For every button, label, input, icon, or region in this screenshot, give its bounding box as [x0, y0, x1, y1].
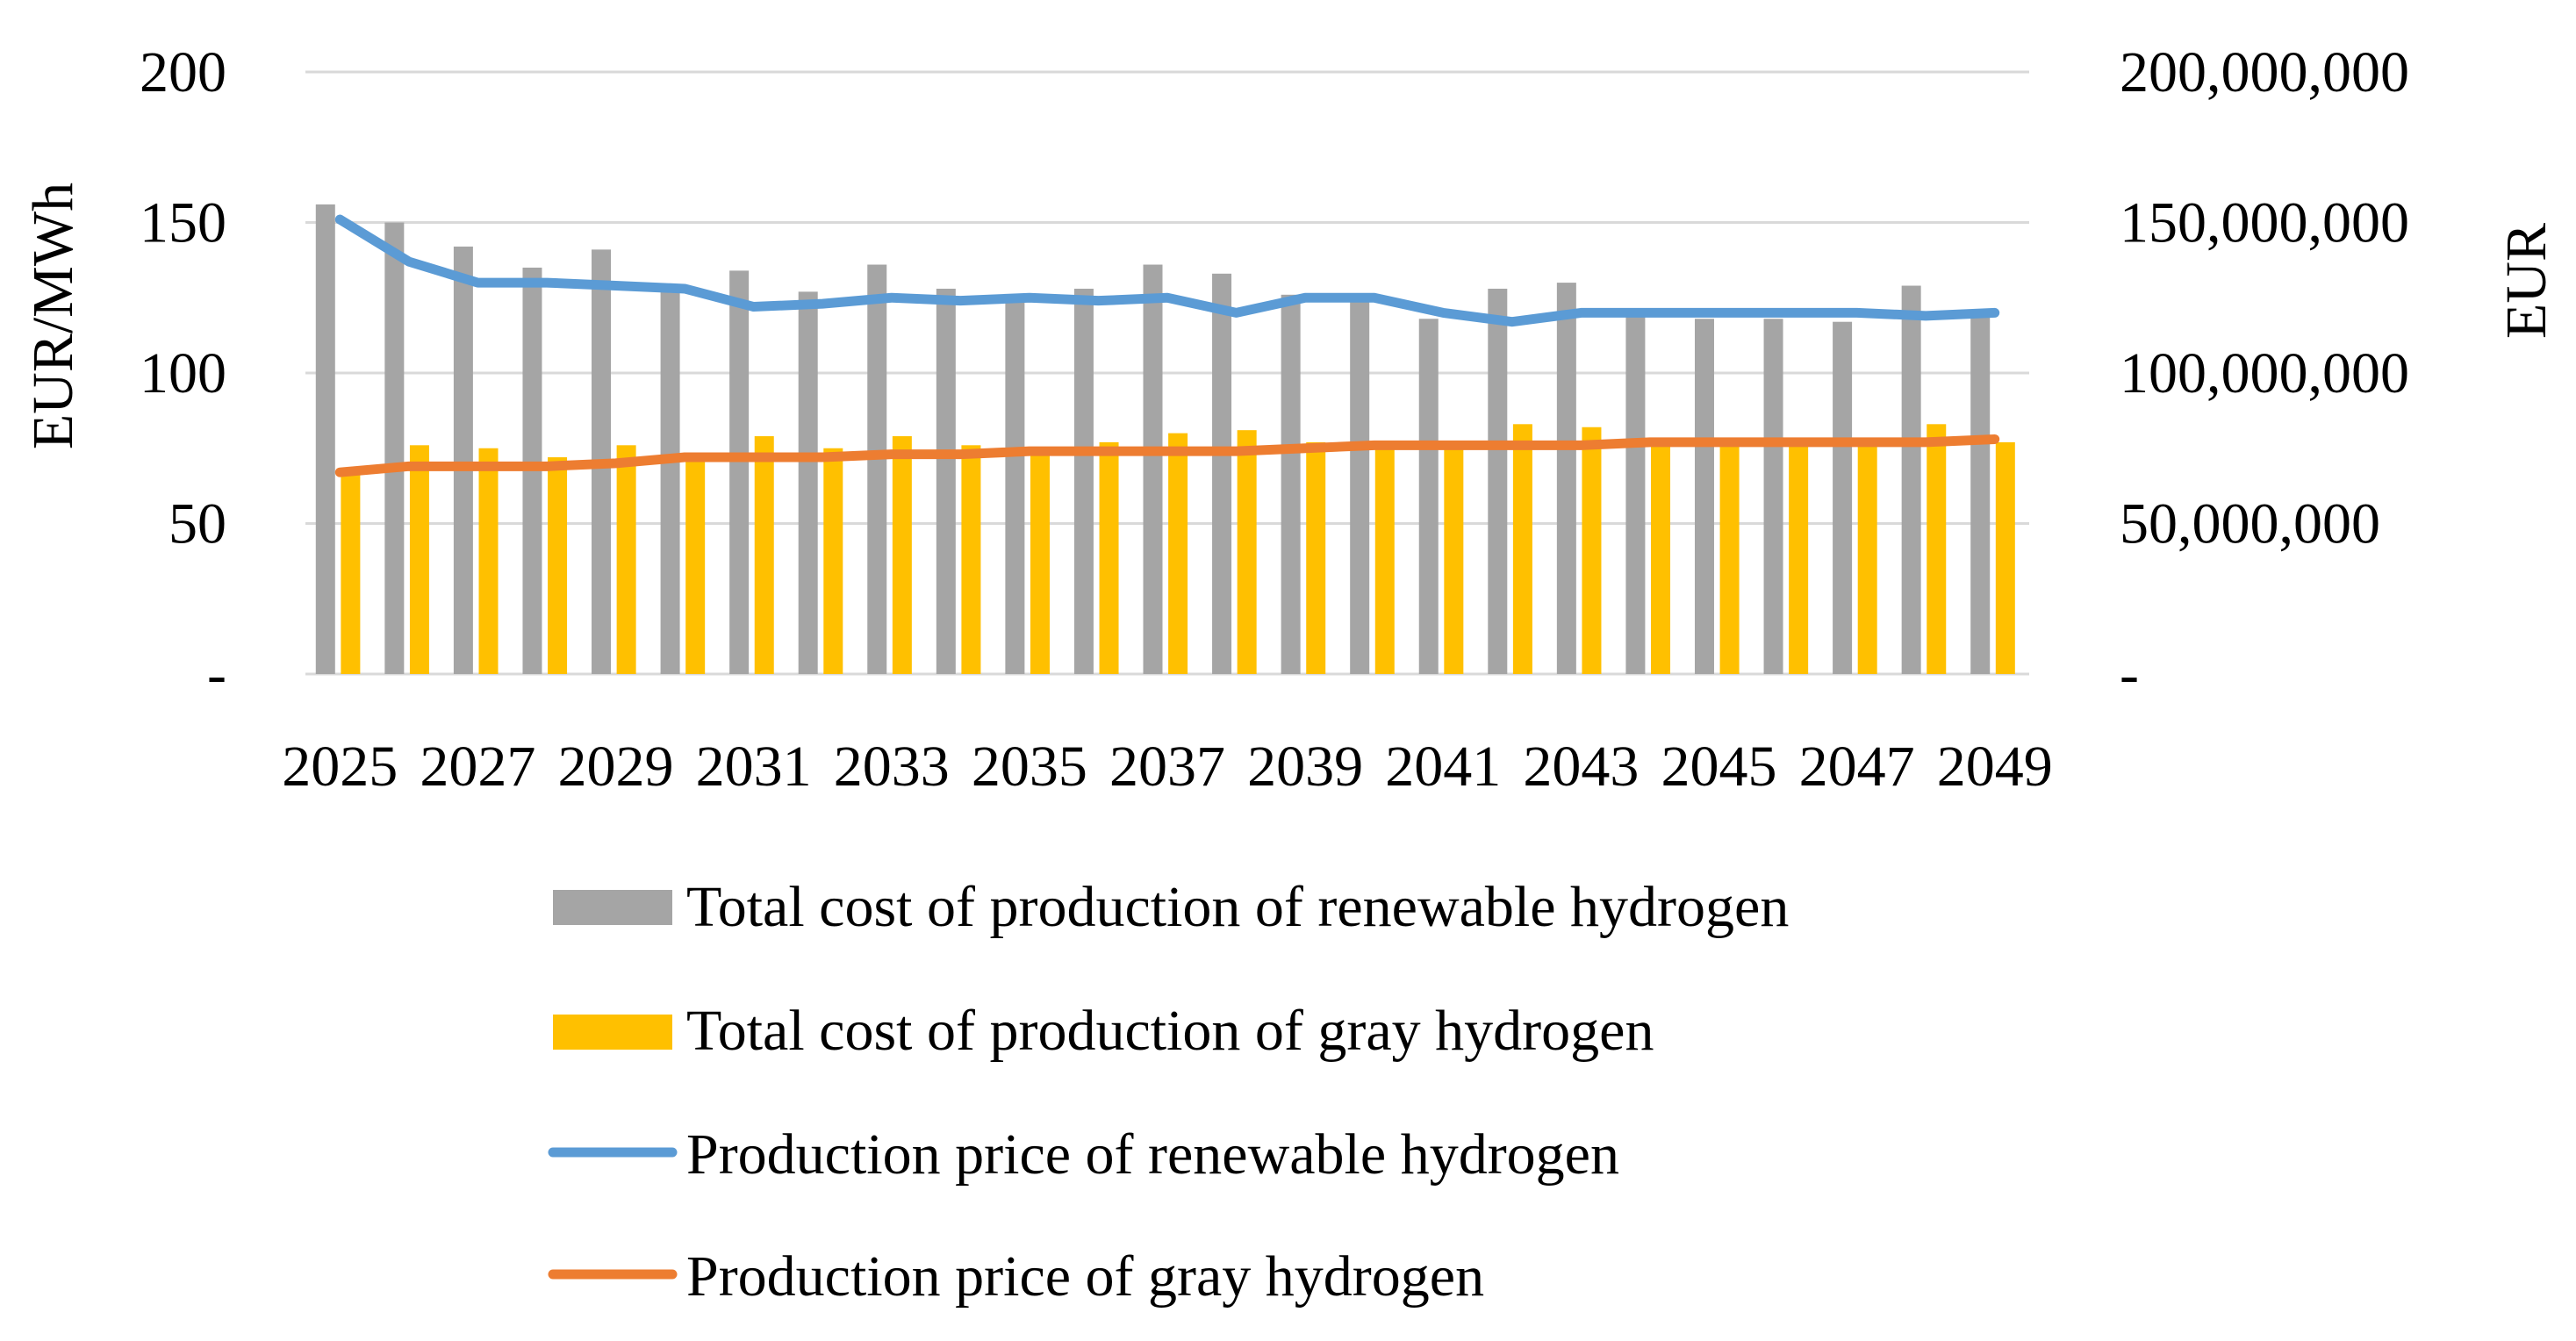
bar-gray-total-cost	[1789, 441, 1809, 674]
bar-gray-total-cost	[1651, 441, 1671, 674]
bar-gray-total-cost	[548, 457, 568, 674]
bar-renewable-total-cost	[1763, 319, 1783, 674]
bar-renewable-total-cost	[729, 270, 750, 674]
bar-renewable-total-cost	[1143, 264, 1163, 674]
bar-gray-total-cost	[1168, 433, 1188, 674]
bar-renewable-total-cost	[660, 285, 680, 674]
line-gray-price	[334, 434, 2000, 477]
legend-swatch-gray-total-cost	[553, 1015, 672, 1050]
bar-gray-total-cost	[1030, 451, 1050, 674]
left-axis-tick-label: 200	[140, 40, 226, 104]
right-axis-tick-label: 150,000,000	[2120, 191, 2409, 255]
bar-renewable-total-cost	[1073, 288, 1094, 674]
bar-renewable-total-cost	[1212, 273, 1232, 674]
bar-gray-total-cost	[892, 436, 912, 674]
bar-renewable-total-cost	[453, 246, 473, 674]
bar-renewable-total-cost	[1350, 300, 1370, 674]
bar-gray-total-cost	[1374, 445, 1395, 674]
bar-renewable-total-cost	[384, 222, 405, 674]
line-renewable-price	[334, 214, 2000, 327]
bar-renewable-total-cost	[1005, 298, 1025, 674]
bar-renewable-total-cost	[867, 264, 887, 674]
right-axis-title: EUR	[2494, 223, 2558, 339]
x-axis-tick-label: 2027	[420, 735, 535, 799]
bar-gray-total-cost	[754, 436, 774, 674]
bar-gray-total-cost	[1444, 445, 1464, 674]
left-axis-tick-label: -	[207, 642, 226, 706]
bar-gray-total-cost	[1719, 441, 1740, 674]
bar-gray-total-cost	[1237, 430, 1257, 674]
bar-gray-total-cost	[1582, 427, 1602, 674]
legend-label-renewable-price: Production price of renewable hydrogen	[686, 1122, 1619, 1187]
legend-label-gray-total-cost: Total cost of production of gray hydroge…	[686, 999, 1654, 1063]
left-axis-tick-label: 150	[140, 191, 226, 255]
left-axis-title: EUR/MWh	[21, 183, 85, 449]
left-axis-tick-label: 50	[169, 492, 226, 556]
right-axis-tick-label: 50,000,000	[2120, 492, 2380, 556]
right-axis-tick-label: -	[2120, 642, 2139, 706]
x-axis-tick-label: 2047	[1799, 735, 1915, 799]
x-axis-tick-label: 2031	[696, 735, 812, 799]
right-axis-tick-label: 200,000,000	[2120, 40, 2409, 104]
bar-gray-total-cost	[1857, 441, 1877, 674]
bar-gray-total-cost	[1512, 424, 1532, 674]
x-axis-tick-label: 2039	[1247, 735, 1363, 799]
legend-swatch-renewable-total-cost	[553, 890, 672, 925]
bar-renewable-total-cost	[1625, 312, 1646, 674]
axes: - - 50 50,000,000 100 100,000,000 150 150,000,0…	[140, 40, 2409, 799]
bar-renewable-total-cost	[1488, 288, 1508, 674]
bars	[315, 204, 2015, 675]
bar-gray-total-cost	[478, 448, 499, 674]
x-axis-tick-label: 2049	[1937, 735, 2053, 799]
bar-renewable-total-cost	[1970, 315, 1991, 674]
x-axis-tick-label: 2041	[1385, 735, 1501, 799]
bar-gray-total-cost	[961, 445, 981, 674]
bar-renewable-total-cost	[1694, 319, 1714, 674]
bar-renewable-total-cost	[1833, 321, 1853, 674]
x-axis-tick-label: 2025	[282, 735, 398, 799]
bar-gray-total-cost	[1927, 424, 1947, 674]
legend-label-gray-price: Production price of gray hydrogen	[686, 1244, 1484, 1309]
x-axis-tick-label: 2043	[1523, 735, 1639, 799]
bar-renewable-total-cost	[1901, 285, 1921, 674]
bar-renewable-total-cost	[1281, 294, 1301, 674]
x-axis-tick-label: 2037	[1109, 735, 1225, 799]
bar-renewable-total-cost	[798, 291, 818, 674]
bar-gray-total-cost	[1306, 441, 1326, 674]
bar-gray-total-cost	[1995, 441, 2015, 674]
bar-gray-total-cost	[341, 469, 361, 674]
bar-renewable-total-cost	[1556, 283, 1576, 674]
x-axis-tick-label: 2033	[834, 735, 950, 799]
bar-renewable-total-cost	[1418, 319, 1439, 674]
lines	[334, 214, 2000, 477]
legend-label-renewable-total-cost: Total cost of production of renewable hy…	[686, 875, 1789, 939]
bar-gray-total-cost	[1099, 441, 1119, 674]
x-axis-tick-label: 2045	[1661, 735, 1776, 799]
bar-gray-total-cost	[823, 448, 843, 674]
legend: Total cost of production of renewable hy…	[548, 875, 1789, 1309]
bar-renewable-total-cost	[315, 204, 335, 675]
x-axis-tick-label: 2035	[972, 735, 1087, 799]
bar-renewable-total-cost	[936, 288, 956, 674]
left-axis-tick-label: 100	[140, 341, 226, 405]
bar-gray-total-cost	[685, 454, 706, 674]
bar-gray-total-cost	[616, 445, 636, 674]
right-axis-tick-label: 100,000,000	[2120, 341, 2409, 405]
bar-gray-total-cost	[409, 445, 429, 674]
x-axis-tick-label: 2029	[558, 735, 674, 799]
